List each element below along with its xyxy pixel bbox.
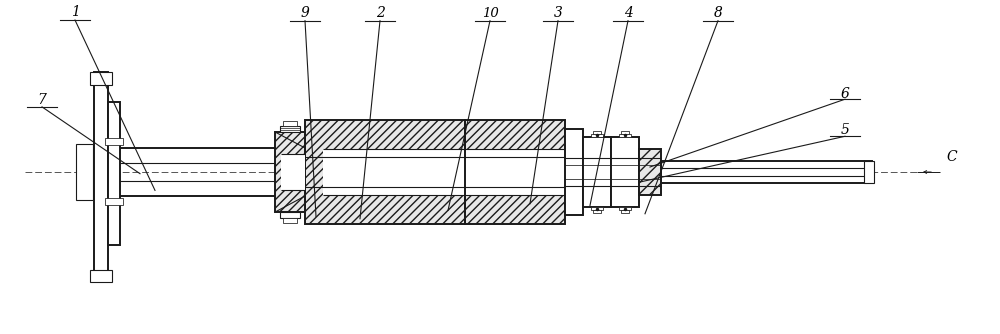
Bar <box>621 131 629 134</box>
Text: 2: 2 <box>376 6 384 20</box>
Bar <box>593 210 601 213</box>
Text: 10: 10 <box>482 7 498 20</box>
Bar <box>105 138 123 145</box>
Bar <box>76 144 93 200</box>
Bar <box>105 198 123 205</box>
Text: 6: 6 <box>841 87 849 101</box>
Bar <box>94 72 108 282</box>
Bar <box>281 154 305 190</box>
Text: 8: 8 <box>714 6 722 20</box>
Bar <box>593 131 601 134</box>
Bar <box>591 134 603 137</box>
Bar <box>864 161 874 183</box>
Bar <box>611 137 639 207</box>
Bar <box>108 102 120 245</box>
Bar <box>621 210 629 213</box>
Bar <box>619 207 631 210</box>
Text: 3: 3 <box>554 6 562 20</box>
Bar <box>465 120 565 224</box>
Bar <box>305 120 465 224</box>
Bar <box>90 270 112 282</box>
Text: C: C <box>947 150 957 164</box>
Bar <box>283 218 297 223</box>
Text: 9: 9 <box>301 6 309 20</box>
Bar <box>90 72 112 85</box>
Bar <box>283 121 297 126</box>
Bar <box>619 134 631 137</box>
Bar <box>583 137 611 207</box>
Text: 1: 1 <box>71 5 79 19</box>
Text: 5: 5 <box>841 123 849 137</box>
Bar <box>275 132 305 212</box>
Text: 7: 7 <box>38 93 46 107</box>
Bar <box>280 126 300 132</box>
Bar <box>565 129 583 215</box>
Bar <box>639 149 661 195</box>
Bar <box>591 207 603 210</box>
Bar <box>323 149 465 195</box>
Bar <box>280 212 300 218</box>
Bar <box>465 149 565 195</box>
Text: 4: 4 <box>624 6 632 20</box>
Bar <box>661 161 872 183</box>
